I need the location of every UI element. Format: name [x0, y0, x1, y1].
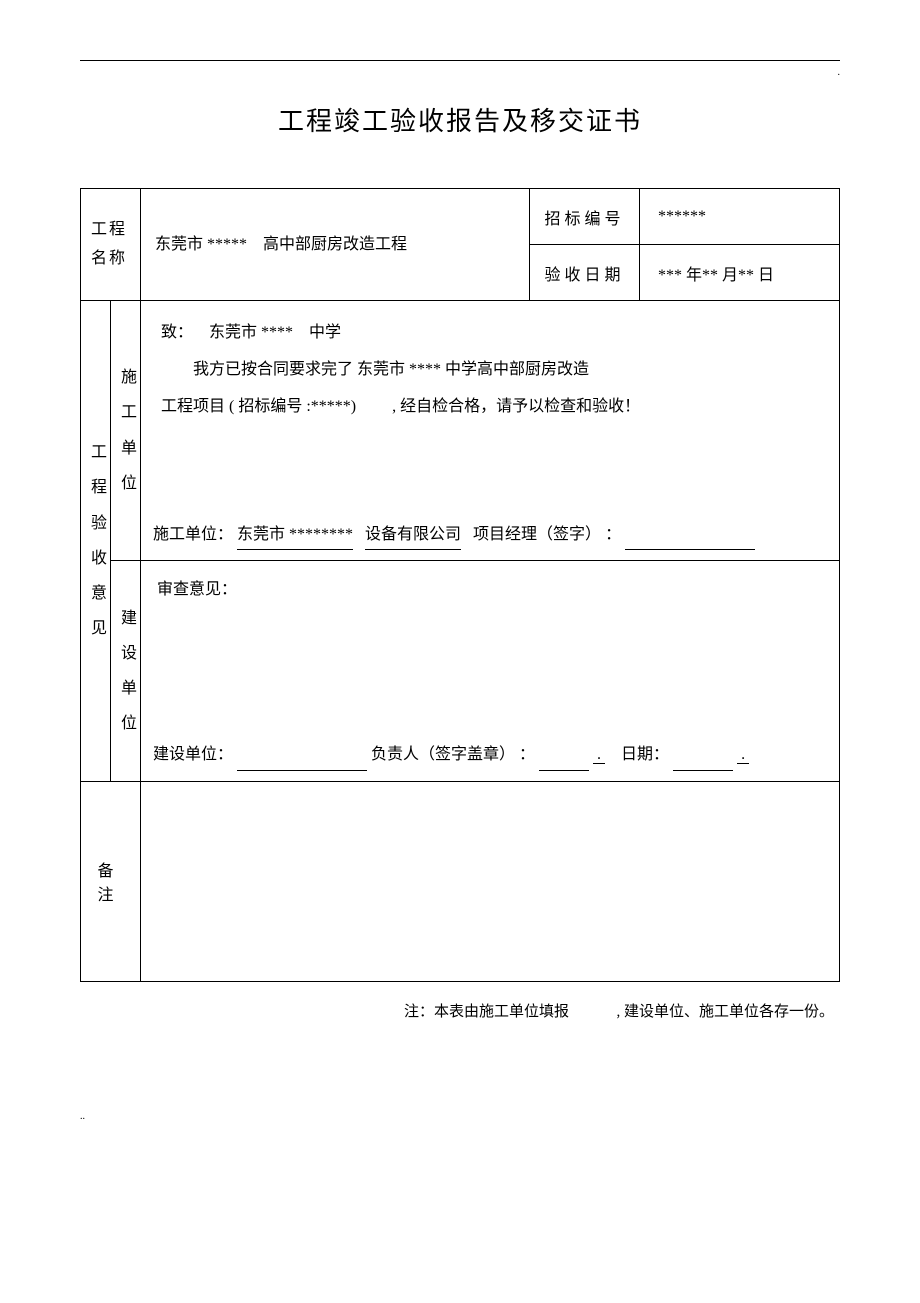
- project-name-value: 东莞市 ***** 高中部厨房改造工程: [141, 189, 530, 301]
- construction-signature-line: 施工单位： 东莞市 ******** 设备有限公司 项目经理（签字） ：: [141, 511, 840, 561]
- opinion-row-label: 工程验收意见: [81, 301, 111, 782]
- owner-unit-blank: [237, 741, 367, 771]
- stmt-line1: 致： 东莞市 **** 中学: [161, 324, 341, 341]
- project-name-label: 工程名称: [81, 189, 141, 301]
- owner-signature-line: 建设单位： 负责人（签字盖章） ： . 日期： .: [141, 731, 840, 781]
- form-footnote: 注：本表由施工单位填报 , 建设单位、施工单位各存一份。: [80, 1000, 840, 1021]
- pm-signature-blank: [625, 521, 755, 551]
- accept-date-value: *** 年** 月** 日: [640, 245, 840, 301]
- accept-date-label: 验收日期: [530, 245, 640, 301]
- document-title: 工程竣工验收报告及移交证书: [80, 101, 840, 138]
- owner-review-cell: 审查意见：: [141, 561, 840, 731]
- remarks-value: [141, 781, 840, 981]
- stmt-line3: 工程项目 ( 招标编号 :*****) , 经自检合格，请予以检查和验收！: [161, 398, 640, 415]
- acceptance-form-table: 工程名称 东莞市 ***** 高中部厨房改造工程 招标编号 ****** 验收日…: [80, 188, 840, 982]
- owner-unit-sublabel: 建设单位: [111, 561, 141, 781]
- construction-statement: 致： 东莞市 **** 中学 我方已按合同要求完了 东莞市 **** 中学高中部…: [141, 301, 840, 511]
- construction-unit-sublabel: 施工单位: [111, 301, 141, 561]
- footer-dots: ..: [80, 1111, 840, 1122]
- header-rule: .: [80, 60, 840, 61]
- corner-dot: .: [838, 67, 841, 78]
- bid-number-value: ******: [640, 189, 840, 245]
- bid-number-label: 招标编号: [530, 189, 640, 245]
- stmt-line2: 我方已按合同要求完了 东莞市 **** 中学高中部厨房改造: [161, 352, 819, 389]
- review-label: 审查意见：: [157, 581, 237, 598]
- owner-date-blank: [673, 741, 733, 771]
- owner-person-blank: [539, 741, 589, 771]
- remarks-label: 备 注: [81, 781, 141, 981]
